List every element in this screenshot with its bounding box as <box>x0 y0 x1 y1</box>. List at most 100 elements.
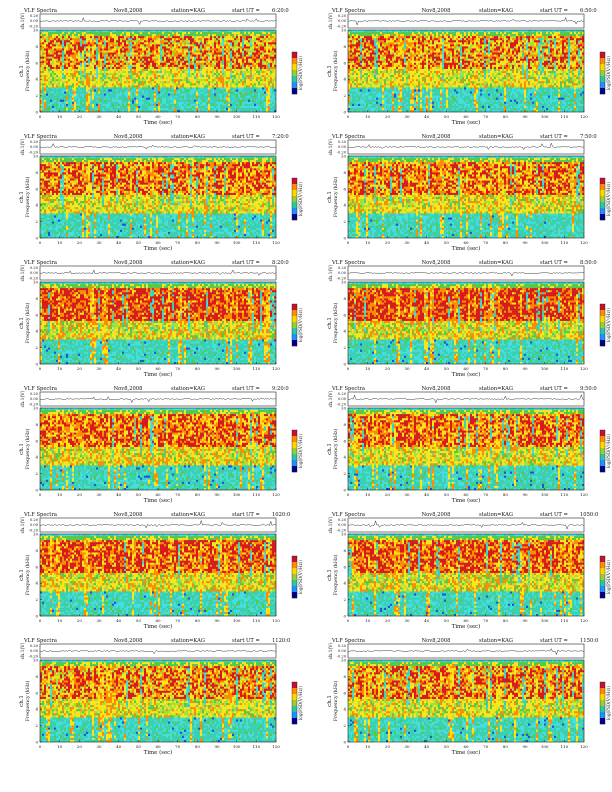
waveform-tick-label: 0.20 <box>30 392 39 396</box>
colorbar-swatch <box>600 322 605 328</box>
freq-axis-channel: ch.1 <box>19 191 25 203</box>
colorbar-swatch <box>600 718 605 724</box>
panel-date: Nov8,2008 <box>114 8 143 14</box>
time-tick-label: 60 <box>155 240 161 245</box>
time-tick-label: 10 <box>365 492 371 497</box>
time-tick-label: 20 <box>77 492 83 497</box>
time-tick-label: 20 <box>77 744 83 749</box>
time-tick-label: 120 <box>580 744 588 749</box>
time-tick-label: 80 <box>503 744 509 749</box>
colorbar-swatch <box>292 448 297 454</box>
freq-axis-channel: ch.1 <box>19 317 25 329</box>
panel-date: Nov8,2008 <box>114 134 143 140</box>
panel-start-prefix: start UT = <box>540 512 568 518</box>
time-tick-label: 100 <box>233 240 241 245</box>
time-tick-label: 20 <box>385 618 391 623</box>
colorbar-swatch <box>292 694 297 700</box>
freq-tick-label: 8 <box>343 296 346 301</box>
waveform-tick-label: 0.00 <box>30 523 39 527</box>
colorbar-swatch <box>600 700 605 706</box>
panel-station: station=KAG <box>479 134 513 140</box>
colorbar-swatch <box>600 190 605 196</box>
time-tick-label: 100 <box>233 366 241 371</box>
freq-tick-label: 4 <box>35 581 38 586</box>
time-tick-label: 10 <box>365 618 371 623</box>
freq-tick-label: 2 <box>343 93 346 98</box>
time-tick-label: 60 <box>155 744 161 749</box>
panel-station: station=KAG <box>479 8 513 14</box>
time-tick-label: 60 <box>463 366 469 371</box>
colorbar-swatch <box>292 562 297 568</box>
time-tick-label: 20 <box>77 240 83 245</box>
colorbar-swatch <box>600 70 605 76</box>
time-tick-label: 0 <box>39 240 42 245</box>
time-tick-label: 10 <box>57 618 63 623</box>
vlf-panel: VLF Spectra Nov8,2008 station=KAG start UT … <box>19 386 303 504</box>
freq-tick-label: 2 <box>35 345 38 350</box>
colorbar-swatch <box>600 214 605 220</box>
freq-tick-label: 2 <box>35 597 38 602</box>
colorbar-swatch <box>600 58 605 64</box>
colorbar-swatch <box>292 580 297 586</box>
panel-start-time: 9:50:0 <box>580 386 597 392</box>
time-tick-label: 50 <box>136 240 142 245</box>
spectrogram-cells <box>40 156 276 238</box>
time-tick-label: 20 <box>385 240 391 245</box>
spectrogram-cells <box>40 30 276 112</box>
colorbar-label: log(PSD(V²/Hz)) <box>298 182 303 216</box>
panel-start-prefix: start UT = <box>232 8 260 14</box>
panel-start-time: 1020:0 <box>272 512 290 518</box>
time-tick-label: 10 <box>57 492 63 497</box>
freq-tick-label: 10 <box>33 406 39 411</box>
time-tick-label: 40 <box>116 114 122 119</box>
time-tick-label: 50 <box>444 366 450 371</box>
time-tick-label: 0 <box>39 492 42 497</box>
time-tick-label: 50 <box>136 744 142 749</box>
freq-tick-label: 6 <box>35 60 38 65</box>
freq-tick-label: 6 <box>343 186 346 191</box>
colorbar-swatch <box>600 202 605 208</box>
colorbar-swatch <box>600 466 605 472</box>
waveform-tick-label: 0.20 <box>30 14 39 18</box>
colorbar-label: log(PSD(V²/Hz)) <box>606 686 611 720</box>
freq-tick-label: 10 <box>341 658 347 663</box>
waveform-tick-label: 0.20 <box>338 14 347 18</box>
time-tick-label: 20 <box>385 744 391 749</box>
time-tick-label: 30 <box>96 744 102 749</box>
freq-tick-label: 6 <box>343 690 346 695</box>
time-tick-label: 60 <box>155 114 161 119</box>
waveform-tick-label: 0.00 <box>338 145 347 149</box>
waveform-axis-label: ch.1(V) <box>19 138 26 155</box>
panel-title: VLF Spectra <box>23 386 57 392</box>
time-tick-label: 70 <box>175 366 181 371</box>
vlf-panel: VLF Spectra Nov8,2008 station=KAG start UT … <box>327 260 611 378</box>
time-tick-label: 50 <box>444 240 450 245</box>
waveform-axis-label: ch.1(V) <box>19 642 26 659</box>
time-tick-label: 80 <box>503 240 509 245</box>
panel-start-prefix: start UT = <box>232 386 260 392</box>
time-tick-label: 120 <box>580 114 588 119</box>
time-tick-label: 90 <box>522 366 528 371</box>
time-tick-label: 120 <box>580 366 588 371</box>
time-tick-label: 20 <box>77 114 83 119</box>
spectrogram-cells <box>40 660 276 742</box>
freq-axis-channel: ch.1 <box>327 317 333 329</box>
panel-station: station=KAG <box>171 512 205 518</box>
panel-title: VLF Spectra <box>331 134 365 140</box>
freq-tick-label: 4 <box>35 707 38 712</box>
time-tick-label: 70 <box>483 240 489 245</box>
freq-axis-channel: ch.1 <box>327 191 333 203</box>
time-tick-label: 110 <box>561 366 569 371</box>
freq-axis-channel: ch.1 <box>327 443 333 455</box>
colorbar-swatch <box>600 88 605 94</box>
colorbar-swatch <box>600 196 605 202</box>
colorbar-swatch <box>600 64 605 70</box>
colorbar-swatch <box>292 700 297 706</box>
spectrogram-cells <box>348 30 584 112</box>
panel-station: station=KAG <box>479 260 513 266</box>
panel-start-time: 1150:0 <box>580 638 598 644</box>
freq-tick-label: 4 <box>35 329 38 334</box>
freq-tick-label: 8 <box>35 674 38 679</box>
time-tick-label: 40 <box>424 240 430 245</box>
colorbar-swatch <box>600 682 605 688</box>
